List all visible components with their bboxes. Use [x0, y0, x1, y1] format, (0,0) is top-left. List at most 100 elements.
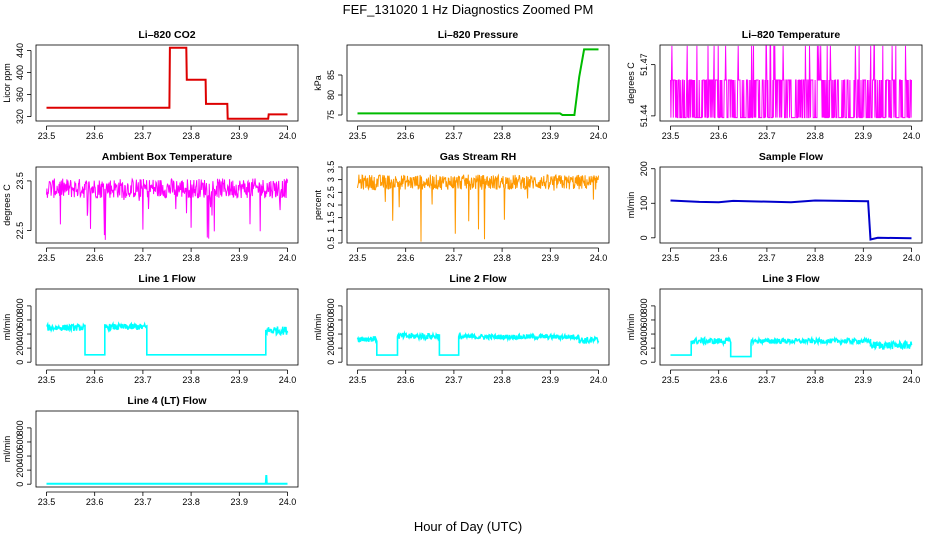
y-tick-label: 100	[639, 196, 649, 211]
series-line	[46, 321, 289, 356]
y-axis-title: ml/min	[626, 192, 636, 219]
x-tick-label: 23.8	[493, 375, 511, 385]
y-tick-label: 800	[15, 420, 25, 435]
y-tick-label: 600	[326, 312, 336, 327]
panel-title: Sample Flow	[759, 151, 824, 163]
x-tick-label: 23.7	[134, 253, 152, 263]
y-tick-label: 200	[326, 341, 336, 356]
y-axis-title: ml/min	[2, 314, 12, 341]
panel-title: Line 2 Flow	[449, 273, 507, 285]
plot-frame	[35, 288, 299, 366]
panel-8: Line 2 Flow 23.5 23.6 23.7 23.8 23.9 24.0 0 2004…	[313, 273, 610, 385]
y-axis-title: percent	[313, 189, 323, 220]
x-tick-label: 23.6	[86, 497, 104, 507]
x-tick-label: 23.6	[710, 253, 728, 263]
x-tick-label: 24.0	[590, 375, 608, 385]
x-tick-label: 23.8	[182, 131, 200, 141]
y-tick-label: 200	[639, 161, 649, 176]
plot-frame	[659, 166, 923, 244]
x-tick-label: 24.0	[279, 375, 297, 385]
y-tick-label: 800	[639, 298, 649, 313]
x-tick-label: 23.8	[182, 497, 200, 507]
x-tick-label: 24.0	[279, 131, 297, 141]
y-tick-label: 0	[15, 482, 25, 487]
x-tick-label: 23.9	[542, 375, 560, 385]
x-tick-label: 23.5	[38, 375, 56, 385]
series-line	[357, 48, 599, 116]
x-tick-label: 23.5	[38, 253, 56, 263]
y-tick-label: 400	[326, 327, 336, 342]
x-tick-label: 23.5	[349, 131, 367, 141]
x-tick-label: 23.6	[86, 253, 104, 263]
x-tick-label: 24.0	[590, 131, 608, 141]
y-tick-label: 0	[326, 360, 336, 365]
x-tick-label: 23.7	[134, 497, 152, 507]
x-tick-label: 23.5	[38, 497, 56, 507]
y-tick-label: 200	[15, 463, 25, 478]
plot-frame	[35, 44, 299, 122]
x-tick-label: 23.7	[758, 253, 776, 263]
plot-frame	[35, 410, 299, 488]
x-tick-label: 23.5	[662, 253, 680, 263]
plot-frame	[659, 44, 923, 122]
y-tick-label: 3.5	[326, 161, 336, 174]
y-tick-label: 75	[326, 110, 336, 120]
panel-title: Li–820 Pressure	[438, 29, 519, 41]
y-tick-label: 51.44	[639, 105, 649, 128]
x-tick-label: 23.8	[806, 131, 824, 141]
x-tick-label: 23.9	[231, 497, 249, 507]
x-tick-label: 23.5	[349, 253, 367, 263]
y-tick-label: 200	[15, 341, 25, 356]
x-tick-label: 23.5	[38, 131, 56, 141]
panel-title: Ambient Box Temperature	[102, 151, 233, 163]
plot-frame	[35, 166, 299, 244]
x-tick-label: 23.9	[542, 253, 560, 263]
y-tick-label: 0	[639, 235, 649, 240]
y-tick-label: 80	[326, 90, 336, 100]
x-tick-label: 23.9	[855, 375, 873, 385]
x-tick-label: 23.9	[231, 131, 249, 141]
x-tick-label: 23.9	[231, 253, 249, 263]
y-tick-label: 600	[15, 434, 25, 449]
y-tick-label: 0.5	[326, 237, 336, 250]
panel-10: Line 4 (LT) Flow 23.5 23.6 23.7 23.8 23.9 24.0…	[2, 395, 299, 507]
panel-6: Sample Flow 23.5 23.6 23.7 23.8 23.9 24.0 0 100 2…	[626, 151, 923, 263]
y-tick-label: 400	[15, 327, 25, 342]
panel-title: Li–820 CO2	[138, 29, 195, 41]
x-tick-label: 23.6	[710, 131, 728, 141]
panel-7: Line 1 Flow 23.5 23.6 23.7 23.8 23.9 24.0 0 2004…	[2, 273, 299, 385]
x-tick-label: 23.6	[397, 253, 415, 263]
y-tick-label: 320	[15, 109, 25, 124]
x-tick-label: 23.8	[493, 253, 511, 263]
series-line	[670, 199, 912, 241]
x-tick-label: 23.5	[662, 375, 680, 385]
x-tick-label: 23.9	[231, 375, 249, 385]
panel-1: Li–820 CO2 23.5 23.6 23.7 23.8 23.9 24.0 320 360…	[2, 29, 299, 141]
x-tick-label: 23.6	[397, 131, 415, 141]
y-axis-title: degrees C	[2, 184, 12, 226]
panel-title: Line 3 Flow	[762, 273, 820, 285]
y-tick-label: 51.47	[639, 53, 649, 76]
plot-frame	[346, 166, 610, 244]
series-line	[46, 474, 288, 485]
x-tick-label: 23.7	[134, 375, 152, 385]
x-tick-label: 23.9	[855, 131, 873, 141]
x-tick-label: 23.9	[542, 131, 560, 141]
x-tick-label: 24.0	[903, 131, 921, 141]
y-axis-title: kPa	[313, 75, 323, 91]
x-tick-label: 23.7	[758, 131, 776, 141]
x-tick-label: 23.8	[806, 253, 824, 263]
series-line	[670, 335, 913, 358]
panel-title: Gas Stream RH	[440, 151, 516, 163]
plot-frame	[659, 288, 923, 366]
y-axis-title: ml/min	[626, 314, 636, 341]
x-tick-label: 23.7	[134, 131, 152, 141]
y-tick-label: 600	[15, 312, 25, 327]
y-tick-label: 85	[326, 70, 336, 80]
x-axis-label: Hour of Day (UTC)	[414, 519, 522, 534]
y-tick-label: 2	[326, 202, 336, 207]
panel-title: Line 4 (LT) Flow	[127, 395, 207, 407]
x-tick-label: 23.7	[445, 375, 463, 385]
